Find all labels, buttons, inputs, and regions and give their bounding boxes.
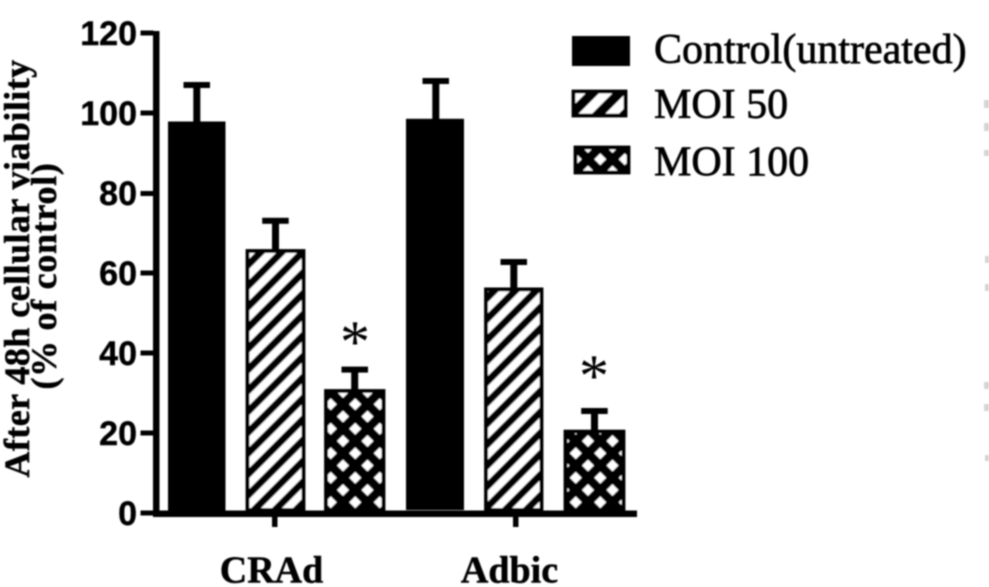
svg-text:Adbic: Adbic bbox=[461, 550, 558, 587]
svg-text:80: 80 bbox=[99, 175, 137, 213]
svg-text:100: 100 bbox=[80, 95, 137, 133]
svg-text:(% of control): (% of control) bbox=[24, 162, 64, 389]
svg-text:*: * bbox=[340, 309, 370, 375]
svg-text:MOI 100: MOI 100 bbox=[654, 140, 809, 186]
svg-text:CRAd: CRAd bbox=[220, 550, 323, 587]
svg-text:120: 120 bbox=[80, 15, 137, 53]
svg-text:*: * bbox=[579, 343, 609, 409]
svg-text:0: 0 bbox=[118, 495, 137, 533]
svg-text:After 48h cellular viability: After 48h cellular viability bbox=[0, 59, 37, 477]
svg-text:20: 20 bbox=[99, 415, 137, 453]
svg-text:60: 60 bbox=[99, 255, 137, 293]
svg-text:Control(untreated): Control(untreated) bbox=[654, 27, 967, 73]
svg-text:40: 40 bbox=[99, 335, 137, 373]
svg-text:MOI 50: MOI 50 bbox=[654, 82, 788, 128]
